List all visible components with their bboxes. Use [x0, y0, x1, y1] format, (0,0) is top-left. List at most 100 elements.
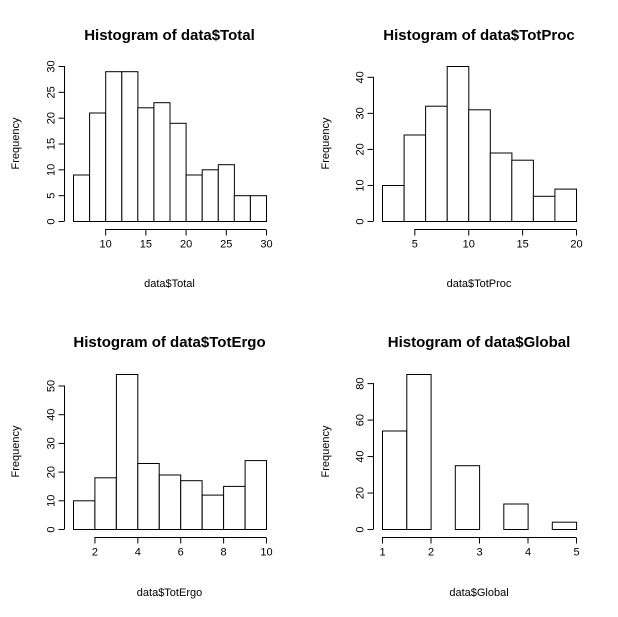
- y-tick-label: 30: [46, 60, 58, 72]
- histogram-bar: [137, 107, 155, 222]
- histogram-panel-totproc: Histogram of data$TotProc data$TotProc F…: [320, 27, 583, 290]
- x-tick-label: 2: [428, 547, 434, 559]
- x-axis-label: data$Global: [449, 587, 508, 599]
- y-axis-label: Frequency: [10, 425, 22, 477]
- y-tick-label: 5: [46, 193, 58, 199]
- histogram-bar: [382, 185, 405, 222]
- y-tick-label: 40: [355, 71, 367, 83]
- x-tick-label: 4: [525, 547, 531, 559]
- x-tick-label: 15: [140, 239, 152, 251]
- x-tick-label: 25: [220, 239, 232, 251]
- chart-title: Histogram of data$TotErgo: [73, 334, 265, 351]
- histogram-bar: [217, 164, 235, 222]
- x-tick-label: 20: [180, 239, 192, 251]
- x-tick-label: 5: [573, 547, 579, 559]
- chart-title: Histogram of data$Total: [84, 27, 255, 44]
- chart-title: Histogram of data$TotProc: [383, 27, 574, 44]
- histogram-bar: [223, 485, 246, 530]
- histogram-bar: [554, 188, 578, 223]
- y-axis: 0 10 20 30 40: [355, 71, 374, 225]
- histogram-bar: [489, 152, 513, 222]
- x-axis-label: data$Total: [144, 278, 195, 290]
- x-axis: 5 10 15 20: [412, 229, 583, 251]
- y-tick-label: 50: [46, 380, 58, 392]
- y-tick-label: 0: [355, 218, 367, 224]
- y-tick-label: 20: [46, 112, 58, 124]
- y-tick-label: 80: [355, 377, 367, 389]
- x-tick-label: 10: [260, 547, 272, 559]
- x-tick-label: 30: [260, 239, 272, 251]
- histogram-bar: [233, 195, 251, 222]
- histogram-bar: [115, 374, 139, 530]
- y-tick-label: 0: [355, 526, 367, 532]
- y-tick-label: 30: [46, 437, 58, 449]
- y-tick-label: 60: [355, 414, 367, 426]
- histogram-bar: [137, 463, 160, 530]
- histogram-bar: [425, 105, 448, 222]
- y-tick-label: 10: [46, 495, 58, 507]
- x-tick-label: 6: [178, 547, 184, 559]
- histogram-panel-totergo: Histogram of data$TotErgo data$TotErgo F…: [10, 334, 273, 599]
- histogram-bar: [105, 71, 123, 222]
- y-tick-label: 20: [355, 487, 367, 499]
- bars: [73, 71, 267, 223]
- y-axis-label: Frequency: [10, 117, 22, 169]
- y-tick-label: 40: [46, 409, 58, 421]
- x-axis: 2 4 6 8 10: [92, 537, 273, 559]
- histogram-bar: [180, 480, 203, 531]
- y-axis: 0 5 10 15 20 25 30: [46, 60, 65, 225]
- y-axis: 0 10 20 30 40 50: [46, 380, 65, 533]
- x-tick-label: 10: [463, 239, 475, 251]
- x-tick-label: 10: [100, 239, 112, 251]
- histogram-bar: [511, 159, 534, 222]
- x-tick-label: 3: [476, 547, 482, 559]
- y-tick-label: 30: [355, 107, 367, 119]
- histogram-bar: [94, 477, 117, 530]
- x-tick-label: 5: [412, 239, 418, 251]
- x-tick-label: 1: [379, 547, 385, 559]
- y-tick-label: 10: [46, 164, 58, 176]
- histogram-bar: [185, 174, 203, 222]
- histogram-bar: [551, 521, 578, 531]
- x-axis-label: data$TotProc: [447, 278, 512, 290]
- y-tick-label: 15: [46, 138, 58, 150]
- x-tick-label: 20: [570, 239, 582, 251]
- y-tick-label: 20: [46, 466, 58, 478]
- histogram-bar: [454, 465, 481, 531]
- histogram-bar: [121, 71, 139, 222]
- y-axis-label: Frequency: [320, 117, 332, 169]
- histogram-bar: [382, 430, 408, 530]
- histogram-bar: [89, 112, 107, 222]
- histogram-bar: [158, 474, 182, 530]
- y-axis: 0 20 40 60 80: [355, 377, 374, 533]
- x-tick-label: 2: [92, 547, 98, 559]
- histogram-bar: [244, 460, 268, 531]
- x-axis-label: data$TotErgo: [137, 587, 202, 599]
- x-tick-label: 15: [516, 239, 528, 251]
- histogram-bar: [249, 195, 267, 222]
- y-tick-label: 0: [46, 526, 58, 532]
- histogram-bar: [153, 102, 171, 222]
- y-tick-label: 0: [46, 218, 58, 224]
- histogram-panel-global: Histogram of data$Global data$Global Fre…: [320, 334, 580, 599]
- histogram-bar: [201, 494, 225, 531]
- histogram-bar: [169, 122, 187, 222]
- bars: [382, 66, 578, 223]
- histogram-bar: [468, 109, 491, 222]
- histogram-panel-total: Histogram of data$Total data$Total Frequ…: [10, 27, 273, 290]
- y-tick-label: 40: [355, 450, 367, 462]
- x-tick-label: 4: [135, 547, 141, 559]
- histogram-bar: [406, 374, 432, 530]
- chart-title: Histogram of data$Global: [388, 334, 571, 351]
- histogram-bar: [73, 174, 91, 222]
- y-axis-label: Frequency: [320, 425, 332, 477]
- x-axis: 1 2 3 4 5: [379, 537, 580, 559]
- y-tick-label: 10: [355, 179, 367, 191]
- y-tick-label: 20: [355, 143, 367, 155]
- y-tick-label: 25: [46, 86, 58, 98]
- bars: [382, 374, 578, 531]
- histogram-bar: [532, 195, 556, 223]
- histogram-bar: [503, 503, 529, 530]
- histogram-bar: [73, 500, 96, 530]
